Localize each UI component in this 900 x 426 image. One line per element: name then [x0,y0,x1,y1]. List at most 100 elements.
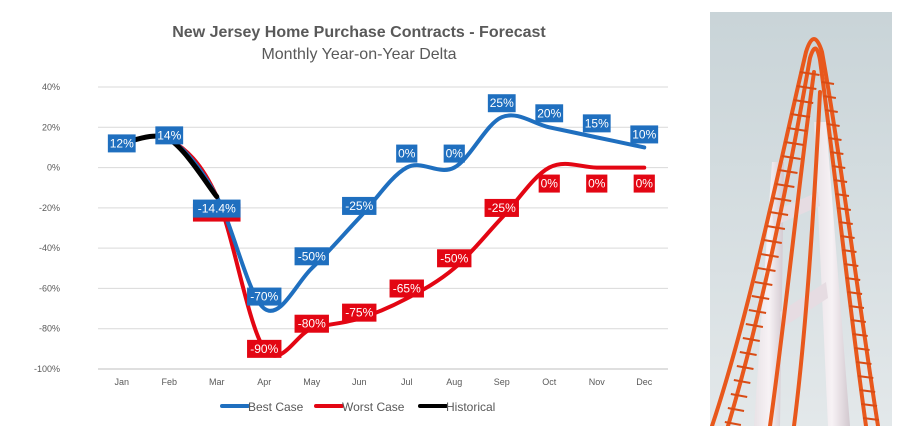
legend-item-worst-case: Worst Case [314,400,405,414]
data-label-box [484,198,519,217]
data-label-text: 14% [157,128,181,142]
data-label-box [443,144,465,163]
worst-case-data-label: -25% [484,198,519,217]
y-tick-label: 0% [47,163,60,173]
y-axis-ticks: 40% 20% 0% -20% -40% -60% -80% -100% [34,82,60,374]
data-label-text: -75% [345,306,373,320]
x-axis-ticks: Jan Feb Mar Apr May Jun Jul Aug Sep Oct Nov Dec [114,377,652,387]
y-tick-label: 20% [42,122,60,132]
data-label-text: -50% [440,251,468,265]
data-label-box [342,196,377,215]
data-label-box [107,134,136,153]
data-label-box [155,126,184,145]
data-label-text: 0% [588,177,606,191]
data-label-box [633,174,655,193]
data-label-box [630,125,659,144]
x-tick-label: Jun [352,377,367,387]
data-label-box [247,339,282,358]
x-tick-label: Mar [209,377,225,387]
best-case-data-label: 25% [487,94,516,113]
x-tick-label: May [303,377,321,387]
legend: Best Case Worst Case Historical [220,400,495,414]
legend-item-best-case: Best Case [220,400,304,414]
data-label-box [396,144,418,163]
data-label-text: -90% [250,342,278,356]
best-case-data-label: 0% [396,144,418,163]
chart: New Jersey Home Purchase Contracts - For… [34,24,668,414]
data-label-text: 0% [446,147,464,161]
worst-case-data-label: -90% [247,339,282,358]
best-case-data-label: 0% [443,144,465,163]
y-tick-label: -100% [34,364,60,374]
data-label-text: 0% [636,177,654,191]
worst-case-data-label: -80% [294,314,329,333]
best-case-data-label: 20% [535,104,564,123]
data-label-text: 0% [398,147,416,161]
best-case-data-label: -14.4% [192,199,241,218]
x-tick-label: Sep [494,377,510,387]
data-label-box [437,249,472,268]
worst-case-data-label: 0% [538,174,560,193]
data-label-text: -80% [298,317,326,331]
x-tick-label: Jan [114,377,129,387]
chart-title: New Jersey Home Purchase Contracts - For… [172,24,546,41]
data-label-box [294,314,329,333]
data-label-text: 12% [110,136,134,150]
best-case-data-label: -25% [342,196,377,215]
data-label-box [582,114,611,133]
data-label-box [247,287,282,306]
legend-item-historical: Historical [418,400,495,414]
chart-subtitle: Monthly Year-on-Year Delta [261,46,456,63]
data-label-box [538,174,560,193]
data-label-box [487,94,516,113]
legend-label: Worst Case [342,400,405,414]
y-tick-label: -40% [39,243,60,253]
y-tick-label: -60% [39,283,60,293]
best-case-data-label: -70% [247,287,282,306]
x-tick-label: Aug [446,377,462,387]
x-tick-label: Apr [257,377,271,387]
data-label-box [535,104,564,123]
legend-label: Best Case [248,400,304,414]
data-label-text: 20% [537,106,561,120]
roller-coaster-image [710,12,892,426]
data-label-box [586,174,608,193]
y-tick-label: 40% [42,82,60,92]
worst-case-data-label: -65% [389,279,424,298]
best-case-data-label: 15% [582,114,611,133]
series-lines [119,113,647,358]
data-label-text: -25% [488,201,516,215]
best-case-data-label: 10% [630,125,659,144]
worst-case-data-label: 0% [633,174,655,193]
x-tick-label: Jul [401,377,413,387]
data-label-box [294,247,329,266]
worst-case-data-label: 0% [586,174,608,193]
data-label-box [389,279,424,298]
best-case-data-label: 14% [155,126,184,145]
legend-label: Historical [446,400,495,414]
x-tick-label: Dec [636,377,653,387]
data-label-text: 25% [490,96,514,110]
data-label-text: 0% [541,177,559,191]
x-tick-label: Nov [589,377,606,387]
best-case-data-label: -50% [294,247,329,266]
data-labels: -14.4% -90% -80% -75% -65% -50% -25% 0% 0% 0% 12% 1… [107,94,659,358]
data-label-text: -50% [298,249,326,263]
data-label-text: -25% [345,199,373,213]
data-label-box [342,303,377,322]
data-label-text: 10% [632,127,656,141]
historical-line [119,133,220,200]
data-label-text: 15% [585,116,609,130]
y-tick-label: -20% [39,203,60,213]
worst-case-data-label: -75% [342,303,377,322]
worst-case-data-label: -50% [437,249,472,268]
data-label-text: -14.4% [198,202,236,216]
gridlines [98,86,668,370]
x-tick-label: Feb [161,377,177,387]
data-label-box [192,199,241,218]
best-case-data-label: 12% [107,134,136,153]
data-label-text: -70% [250,290,278,304]
x-tick-label: Oct [542,377,557,387]
data-label-text: -65% [393,282,421,296]
y-tick-label: -80% [39,324,60,334]
